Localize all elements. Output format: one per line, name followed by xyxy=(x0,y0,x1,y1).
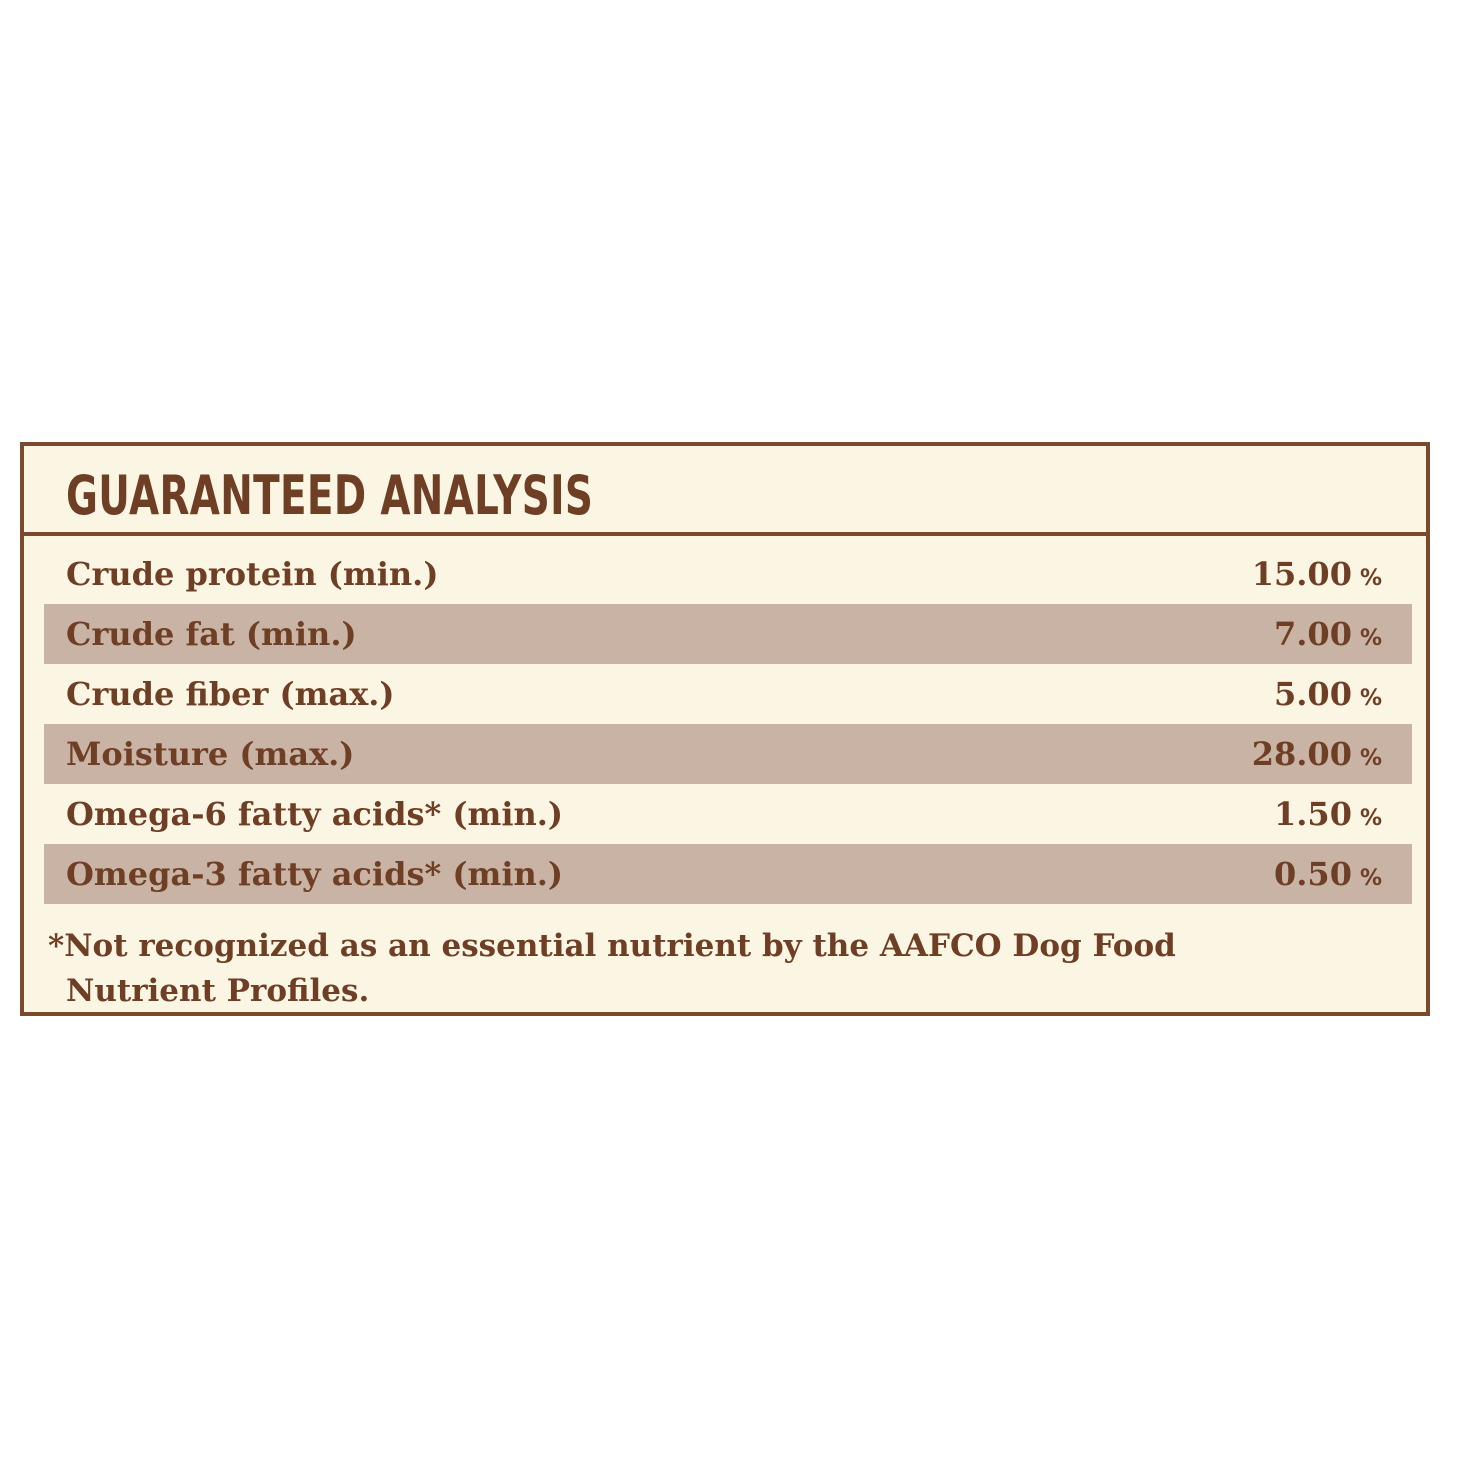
panel-title: GUARANTEED ANALYSIS xyxy=(66,464,594,527)
table-row: Omega-3 fatty acids* (min.) 0.50 % xyxy=(44,844,1412,904)
nutrient-value: 28.00 % xyxy=(1252,735,1382,773)
value-unit: % xyxy=(1359,806,1382,831)
nutrient-value: 1.50 % xyxy=(1274,795,1382,833)
value-number: 0.50 xyxy=(1274,855,1352,893)
value-unit: % xyxy=(1359,746,1382,771)
title-divider xyxy=(24,532,1426,536)
value-unit: % xyxy=(1359,626,1382,651)
nutrient-value: 7.00 % xyxy=(1274,615,1382,653)
value-number: 1.50 xyxy=(1274,795,1352,833)
table-row: Omega-6 fatty acids* (min.) 1.50 % xyxy=(44,784,1412,844)
table-row: Crude protein (min.) 15.00 % xyxy=(44,544,1412,604)
analysis-table: Crude protein (min.) 15.00 % Crude fat (… xyxy=(44,544,1412,904)
footnote: *Not recognized as an essential nutrient… xyxy=(48,928,1176,1009)
value-number: 5.00 xyxy=(1274,675,1352,713)
value-unit: % xyxy=(1359,866,1382,891)
nutrient-label: Omega-3 fatty acids* (min.) xyxy=(66,855,564,893)
value-unit: % xyxy=(1359,686,1382,711)
nutrient-label: Crude protein (min.) xyxy=(66,555,439,593)
nutrient-label: Crude fat (min.) xyxy=(66,615,357,653)
value-unit: % xyxy=(1359,566,1382,591)
value-number: 28.00 xyxy=(1251,735,1352,773)
nutrient-label: Moisture (max.) xyxy=(66,735,355,773)
guaranteed-analysis-panel: GUARANTEED ANALYSIS Crude protein (min.)… xyxy=(20,442,1430,1016)
table-row: Crude fiber (max.) 5.00 % xyxy=(44,664,1412,724)
value-number: 7.00 xyxy=(1274,615,1352,653)
table-row: Moisture (max.) 28.00 % xyxy=(44,724,1412,784)
table-row: Crude fat (min.) 7.00 % xyxy=(44,604,1412,664)
nutrient-label: Crude fiber (max.) xyxy=(66,675,395,713)
nutrient-value: 15.00 % xyxy=(1252,555,1382,593)
nutrient-value: 0.50 % xyxy=(1274,855,1382,893)
nutrient-value: 5.00 % xyxy=(1274,675,1382,713)
nutrient-label: Omega-6 fatty acids* (min.) xyxy=(66,795,564,833)
value-number: 15.00 xyxy=(1251,555,1352,593)
